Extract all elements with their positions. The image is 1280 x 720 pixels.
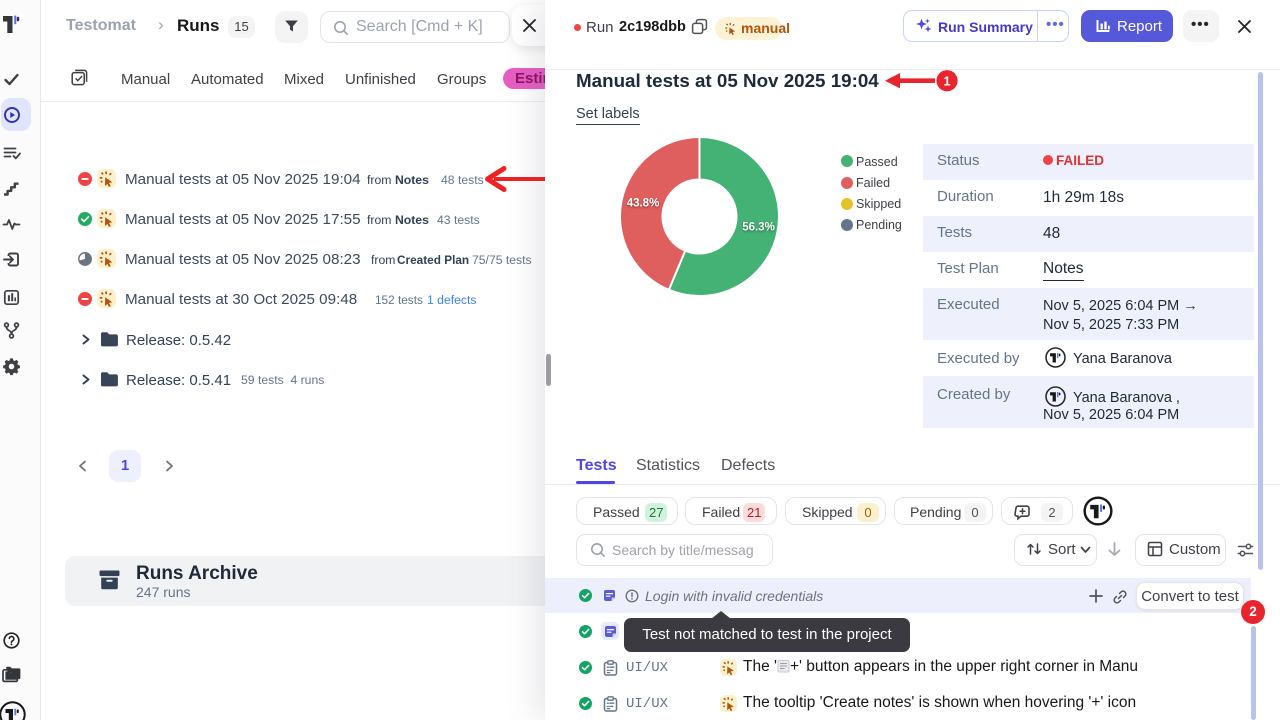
svg-text:43.8%: 43.8% <box>627 198 660 210</box>
svg-text:56.3%: 56.3% <box>742 222 775 234</box>
svg-text:1: 1 <box>943 73 950 88</box>
